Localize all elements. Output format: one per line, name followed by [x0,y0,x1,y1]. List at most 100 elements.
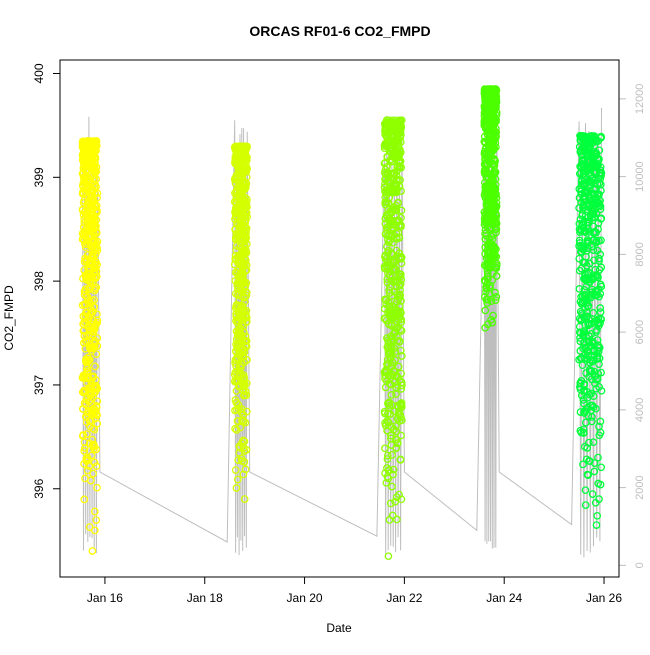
data-point [575,236,584,245]
x-tick-label: Jan 24 [486,591,522,605]
data-point [231,406,239,415]
data-point [387,249,396,258]
data-point [389,238,397,247]
y-axis-label: CO2_FMPD [2,285,16,351]
data-point [588,290,597,299]
data-point [390,206,399,214]
data-point [80,177,89,186]
data-point [489,253,497,262]
data-point [488,209,497,218]
data-point [90,303,98,312]
data-point [393,515,401,524]
data-point [481,226,490,234]
data-point [576,408,585,416]
data-point [575,266,584,275]
data-point [90,272,99,281]
data-point [397,206,406,215]
data-point [240,297,249,306]
data-point [487,297,496,306]
data-point [387,332,395,341]
data-point [576,379,585,387]
data-point [86,422,94,431]
data-point [392,444,401,453]
data-point [93,483,101,492]
data-point [380,262,389,271]
data-point [583,393,592,402]
data-point [588,132,596,140]
data-point [81,370,89,379]
data-point [78,432,87,440]
data-point [382,223,391,232]
data-point [584,319,592,327]
data-point [491,175,500,184]
data-point [393,414,402,423]
data-point [592,228,601,237]
data-point [80,215,89,223]
data-point [385,401,394,410]
data-point [481,97,489,105]
data-point [90,526,99,535]
data-point [380,304,389,313]
data-point [382,188,390,196]
data-point [89,440,98,449]
data-point [90,507,99,516]
y2-tick-label: 4000 [634,398,646,422]
data-point [482,169,490,178]
data-point [578,361,587,370]
data-point [580,313,588,322]
data-point [238,200,247,208]
data-point [396,286,404,294]
data-point [484,107,493,116]
data-point [381,125,390,134]
data-point [89,187,97,196]
data-point [81,184,89,193]
data-point [592,168,601,176]
data-point [597,215,605,223]
data-point [233,417,242,425]
data-point [392,180,401,189]
data-point [237,360,246,369]
data-point [596,134,605,142]
data-point [384,474,393,483]
data-point [235,150,243,158]
data-point [485,125,493,134]
data-point [82,457,91,466]
data-point [492,263,500,272]
data-point [394,315,403,324]
data-point [91,362,99,371]
data-point [486,191,495,200]
data-point [396,325,405,334]
data-point [389,371,398,379]
data-point [238,261,246,270]
data-point [242,337,251,345]
data-point [87,451,96,460]
data-point [587,242,596,251]
data-point [490,217,499,226]
y2-tick-label: 6000 [634,320,646,344]
data-point [396,456,405,464]
data-point [485,137,494,145]
data-point [590,367,599,376]
data-point [89,307,97,316]
data-point [382,300,390,309]
data-point [490,244,499,253]
data-point [581,187,590,195]
data-point [579,425,588,434]
data-point [241,418,250,427]
data-point [237,292,245,300]
data-point [83,364,92,372]
x-tick-label: Jan 18 [187,591,223,605]
data-point [233,475,242,484]
data-point [579,195,588,203]
data-point [580,258,589,267]
y-tick-label: 398 [32,271,46,291]
data-point [392,435,401,444]
data-point [89,211,98,220]
points-layer [78,85,606,561]
data-point [482,287,490,296]
data-point [384,466,393,474]
data-point [595,360,603,369]
data-point [237,286,245,295]
data-point [388,121,396,130]
data-point [81,227,90,236]
